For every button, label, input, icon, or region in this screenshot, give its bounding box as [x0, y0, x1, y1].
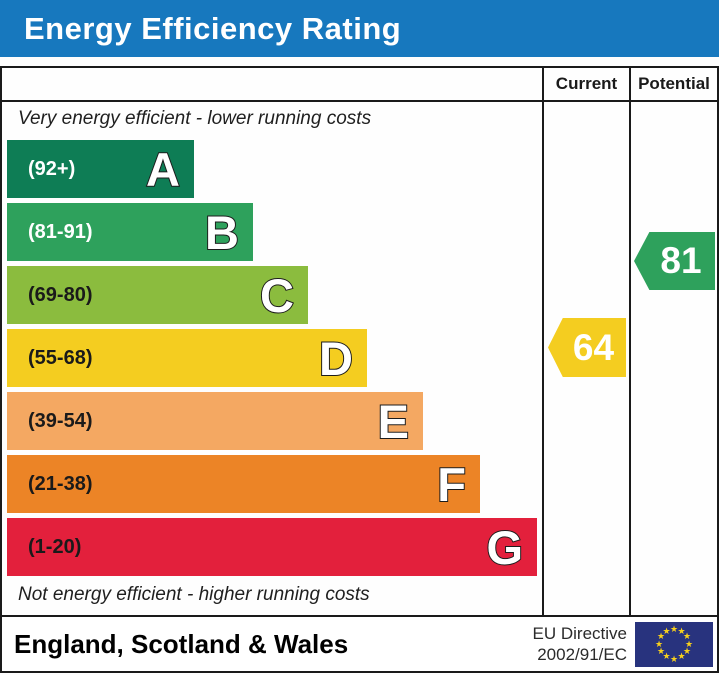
region-label: England, Scotland & Wales — [14, 628, 349, 659]
title-bar: Energy Efficiency Rating — [0, 0, 719, 57]
band-range-label: (21-38) — [28, 472, 93, 495]
band-range-label: (1-20) — [28, 535, 82, 558]
band-row-a: (92+) A — [7, 140, 194, 198]
band-letter: F — [436, 457, 467, 511]
footer-bar: England, Scotland & Wales EU Directive 2… — [0, 615, 719, 673]
band-range-label: (39-54) — [28, 409, 93, 432]
potential-rating-value: 81 — [660, 240, 702, 281]
current-rating-tag: 64 — [548, 318, 626, 377]
eu-directive-line2: 2002/91/EC — [537, 645, 627, 664]
band-row-e: (39-54) E — [7, 392, 423, 450]
eu-star-icon: ★ — [669, 623, 679, 634]
eu-flag-icon: ★ ★ ★ ★ ★ ★ ★ ★ ★ ★ ★ ★ — [635, 621, 713, 667]
band-letter: G — [485, 520, 524, 574]
band-letter: D — [318, 331, 354, 385]
band-letter: A — [145, 142, 181, 196]
bottom-caption: Not energy efficient - higher running co… — [18, 584, 370, 605]
current-column-header: Current — [555, 74, 618, 93]
band-range-label: (55-68) — [28, 346, 93, 369]
eu-directive-label: EU Directive 2002/91/EC — [533, 623, 627, 666]
band-letter: B — [204, 205, 240, 259]
header-row-divider — [2, 100, 717, 102]
band-row-b: (81-91) B — [7, 203, 253, 261]
eu-star-icon: ★ — [656, 646, 666, 656]
band-range-label: (69-80) — [28, 283, 93, 306]
eu-star-icon: ★ — [682, 646, 692, 656]
band-row-g: (1-20) G — [7, 518, 537, 576]
top-caption: Very energy efficient - lower running co… — [18, 108, 372, 129]
eu-star-icon: ★ — [662, 651, 671, 662]
eu-star-icon: ★ — [682, 631, 692, 641]
eu-star-icon: ★ — [654, 638, 664, 649]
eu-directive-line1: EU Directive — [532, 623, 627, 643]
band-range-label: (81-91) — [28, 220, 93, 243]
band-letter: E — [377, 394, 410, 448]
band-letter: C — [259, 268, 295, 322]
eu-star-icon: ★ — [669, 653, 679, 664]
band-row-d: (55-68) D — [7, 329, 367, 387]
potential-rating-tag: 81 — [634, 232, 715, 290]
eu-star-icon: ★ — [677, 651, 686, 662]
potential-column-divider — [629, 68, 631, 615]
band-row-f: (21-38) F — [7, 455, 480, 513]
eu-star-icon: ★ — [684, 638, 694, 649]
band-range-label: (92+) — [28, 157, 76, 180]
potential-column-header: Potential — [638, 74, 710, 93]
eu-star-icon: ★ — [677, 625, 686, 636]
eu-star-icon: ★ — [662, 625, 671, 636]
eu-star-icon: ★ — [656, 631, 666, 641]
current-column-divider — [542, 68, 544, 615]
footer-right: EU Directive 2002/91/EC ★ ★ ★ ★ ★ ★ ★ ★ ★ ★ ★ ★ — [533, 621, 717, 667]
current-rating-value: 64 — [572, 326, 615, 368]
band-row-c: (69-80) C — [7, 266, 308, 324]
page-title: Energy Efficiency Rating — [24, 10, 402, 46]
rating-table: Current Potential Very energy efficient … — [0, 66, 719, 617]
